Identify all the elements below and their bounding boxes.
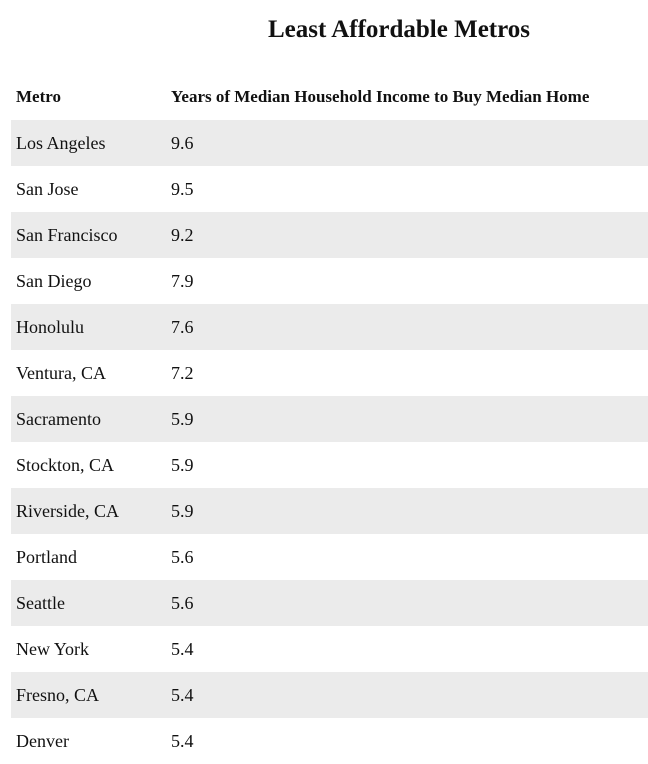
years-cell: 5.4 xyxy=(171,639,194,659)
table-row: San Jose 9.5 xyxy=(11,166,648,212)
table-row: Seattle 5.6 xyxy=(11,580,648,626)
header-row: Metro Years of Median Household Income to… xyxy=(11,74,648,120)
table-row: New York 5.4 xyxy=(11,626,648,672)
table-row: Portland 5.6 xyxy=(11,534,648,580)
years-cell: 7.6 xyxy=(171,317,194,337)
table-row: Honolulu 7.6 xyxy=(11,304,648,350)
table-row: Fresno, CA 5.4 xyxy=(11,672,648,718)
years-cell: 5.9 xyxy=(171,455,194,475)
metro-cell: Sacramento xyxy=(16,409,101,429)
metro-cell: Portland xyxy=(16,547,77,567)
table-title: Least Affordable Metros xyxy=(268,16,530,43)
table-row: San Diego 7.9 xyxy=(11,258,648,304)
years-cell: 5.6 xyxy=(171,547,194,567)
metro-cell: New York xyxy=(16,639,90,659)
metro-cell: Denver xyxy=(16,731,69,751)
years-cell: 7.2 xyxy=(171,363,194,383)
table-row: Stockton, CA 5.9 xyxy=(11,442,648,488)
table-row: Riverside, CA 5.9 xyxy=(11,488,648,534)
table-row: Los Angeles 9.6 xyxy=(11,120,648,166)
years-cell: 9.6 xyxy=(171,133,194,153)
years-cell: 5.6 xyxy=(171,593,194,613)
years-cell: 9.2 xyxy=(171,225,194,245)
metro-cell: Honolulu xyxy=(16,317,85,337)
years-cell: 5.9 xyxy=(171,409,194,429)
table: Metro Years of Median Household Income to… xyxy=(11,74,648,764)
years-cell: 5.4 xyxy=(171,685,194,705)
metro-cell: Fresno, CA xyxy=(16,685,100,705)
table-row: Denver 5.4 xyxy=(11,718,648,764)
metro-cell: Seattle xyxy=(16,593,65,613)
metro-cell: San Diego xyxy=(16,271,92,291)
metro-cell: San Jose xyxy=(16,179,79,199)
metro-cell: Stockton, CA xyxy=(16,455,115,475)
metro-cell: Ventura, CA xyxy=(16,363,106,383)
years-cell: 7.9 xyxy=(171,271,194,291)
table-row: Ventura, CA 7.2 xyxy=(11,350,648,396)
years-cell: 5.9 xyxy=(171,501,194,521)
metro-cell: San Francisco xyxy=(16,225,118,245)
table-row: San Francisco 9.2 xyxy=(11,212,648,258)
years-cell: 5.4 xyxy=(171,731,194,751)
metro-cell: Riverside, CA xyxy=(16,501,119,521)
metro-cell: Los Angeles xyxy=(16,133,106,153)
years-cell: 9.5 xyxy=(171,179,194,199)
column-header: Metro xyxy=(16,87,61,106)
table-row: Sacramento 5.9 xyxy=(11,396,648,442)
column-header: Years of Median Household Income to Buy … xyxy=(171,87,590,106)
